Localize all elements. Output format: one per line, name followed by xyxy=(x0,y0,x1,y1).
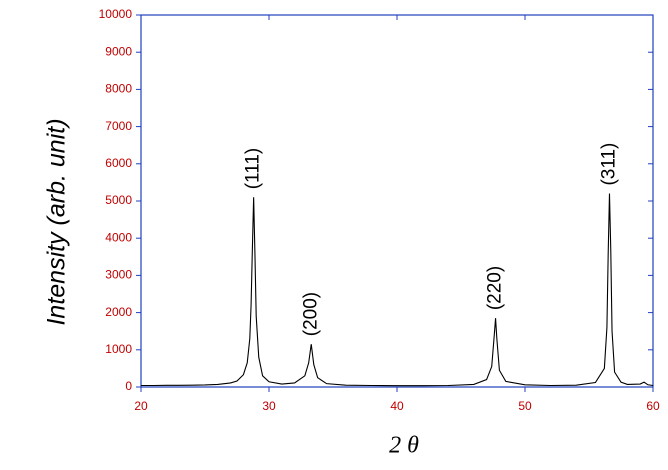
peak-annotation: (200) xyxy=(300,292,321,336)
x-axis-label: 2 θ xyxy=(389,433,419,459)
y-tick-label: 2000 xyxy=(105,305,132,319)
x-tick-label: 20 xyxy=(134,399,148,413)
x-tick-label: 40 xyxy=(390,399,404,413)
y-tick-label: 10000 xyxy=(99,7,133,21)
y-tick-label: 4000 xyxy=(105,230,132,244)
data-line xyxy=(141,193,654,387)
y-tick-label: 1000 xyxy=(105,342,132,356)
plot-frame xyxy=(140,14,654,388)
y-tick-label: 9000 xyxy=(105,44,132,58)
y-tick-label: 3000 xyxy=(105,268,132,282)
peak-annotation: (111) xyxy=(243,148,264,190)
y-tick-label: 5000 xyxy=(105,193,132,207)
y-tick-label: 7000 xyxy=(105,119,132,133)
y-tick-label: 0 xyxy=(125,379,132,393)
x-tick-label: 30 xyxy=(262,399,276,413)
y-tick-label: 6000 xyxy=(105,156,132,170)
y-tick-label: 8000 xyxy=(105,82,132,96)
x-tick-label: 50 xyxy=(518,399,532,413)
peak-annotation: (311) xyxy=(598,143,619,186)
y-axis-label: Intensity (arb. unit) xyxy=(43,118,71,325)
peak-annotation: (220) xyxy=(485,266,506,310)
x-tick-label: 60 xyxy=(646,399,660,413)
